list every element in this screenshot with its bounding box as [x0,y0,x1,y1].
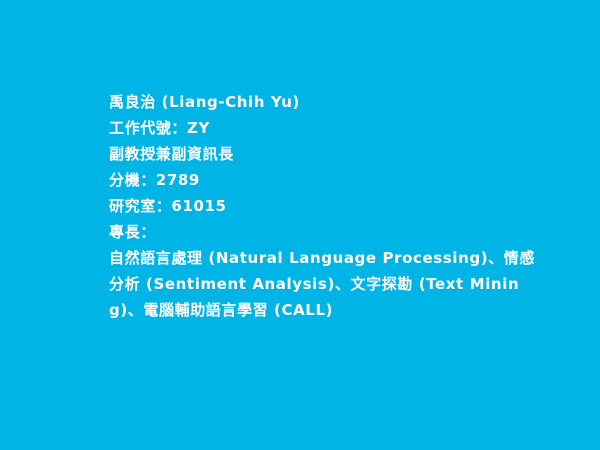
profile-title: 副教授兼副資訊長 [109,145,234,163]
profile-card: 禹良治 (Liang-Chih Yu) 工作代號：ZY 副教授兼副資訊長 分機：… [109,89,539,323]
profile-office: 研究室：61015 [109,197,227,215]
profile-name: 禹良治 (Liang-Chih Yu) [109,93,300,111]
profile-specialty-label: 專長： [109,223,156,241]
profile-work-code: 工作代號：ZY [109,119,210,137]
profile-extension: 分機：2789 [109,171,200,189]
profile-specialty-text: 自然語言處理 (Natural Language Processing)、情感分… [109,249,535,319]
